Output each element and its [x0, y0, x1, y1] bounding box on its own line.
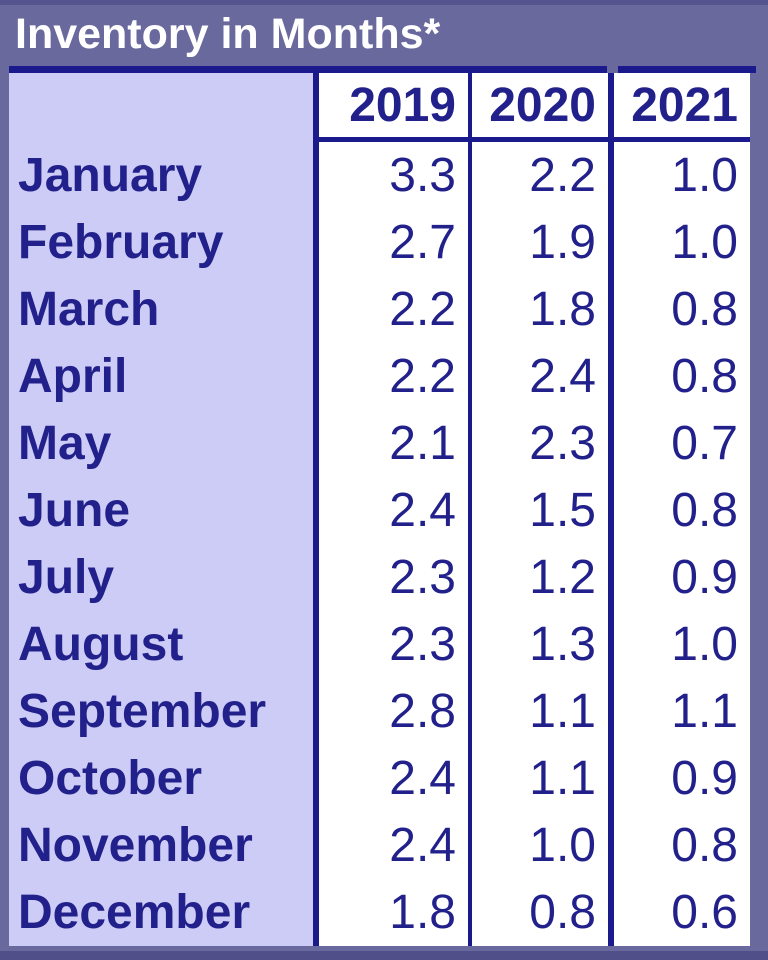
- month-label-october: October: [9, 745, 313, 812]
- month-label-march: March: [9, 276, 313, 343]
- month-label-june: June: [9, 477, 313, 544]
- month-label-january: January: [9, 142, 313, 209]
- month-label-july: July: [9, 544, 313, 611]
- value-september-2021: 1.1: [608, 678, 750, 745]
- top-edge-strip: [0, 0, 768, 5]
- value-august-2019: 2.3: [313, 611, 468, 678]
- inventory-table: 2019 2020 2021 January 3.3 2.2 1.0 Febru…: [9, 73, 750, 946]
- value-march-2020: 1.8: [468, 276, 608, 343]
- value-november-2020: 1.0: [468, 812, 608, 879]
- table-top-border-2021: [618, 66, 756, 73]
- value-february-2020: 1.9: [468, 209, 608, 276]
- value-november-2021: 0.8: [608, 812, 750, 879]
- value-june-2019: 2.4: [313, 477, 468, 544]
- month-label-august: August: [9, 611, 313, 678]
- value-july-2021: 0.9: [608, 544, 750, 611]
- value-march-2019: 2.2: [313, 276, 468, 343]
- value-september-2019: 2.8: [313, 678, 468, 745]
- value-april-2020: 2.4: [468, 343, 608, 410]
- value-february-2021: 1.0: [608, 209, 750, 276]
- value-june-2020: 1.5: [468, 477, 608, 544]
- value-june-2021: 0.8: [608, 477, 750, 544]
- value-april-2021: 0.8: [608, 343, 750, 410]
- month-label-november: November: [9, 812, 313, 879]
- month-label-april: April: [9, 343, 313, 410]
- year-header-2019: 2019: [313, 73, 468, 142]
- value-october-2020: 1.1: [468, 745, 608, 812]
- value-may-2019: 2.1: [313, 410, 468, 477]
- table-corner-cell: [9, 73, 313, 142]
- value-december-2020: 0.8: [468, 879, 608, 946]
- value-july-2019: 2.3: [313, 544, 468, 611]
- value-january-2019: 3.3: [313, 142, 468, 209]
- value-march-2021: 0.8: [608, 276, 750, 343]
- value-august-2021: 1.0: [608, 611, 750, 678]
- month-label-february: February: [9, 209, 313, 276]
- value-august-2020: 1.3: [468, 611, 608, 678]
- value-april-2019: 2.2: [313, 343, 468, 410]
- value-december-2019: 1.8: [313, 879, 468, 946]
- year-header-2020: 2020: [468, 73, 608, 142]
- month-label-may: May: [9, 410, 313, 477]
- bottom-edge-strip: [0, 951, 768, 960]
- year-header-2021: 2021: [608, 73, 750, 142]
- value-october-2021: 0.9: [608, 745, 750, 812]
- month-label-september: September: [9, 678, 313, 745]
- value-january-2021: 1.0: [608, 142, 750, 209]
- value-february-2019: 2.7: [313, 209, 468, 276]
- value-october-2019: 2.4: [313, 745, 468, 812]
- value-may-2020: 2.3: [468, 410, 608, 477]
- value-january-2020: 2.2: [468, 142, 608, 209]
- table-top-border-main: [9, 66, 607, 73]
- value-november-2019: 2.4: [313, 812, 468, 879]
- value-september-2020: 1.1: [468, 678, 608, 745]
- value-july-2020: 1.2: [468, 544, 608, 611]
- value-may-2021: 0.7: [608, 410, 750, 477]
- page-title: Inventory in Months*: [15, 10, 441, 58]
- value-december-2021: 0.6: [608, 879, 750, 946]
- month-label-december: December: [9, 879, 313, 946]
